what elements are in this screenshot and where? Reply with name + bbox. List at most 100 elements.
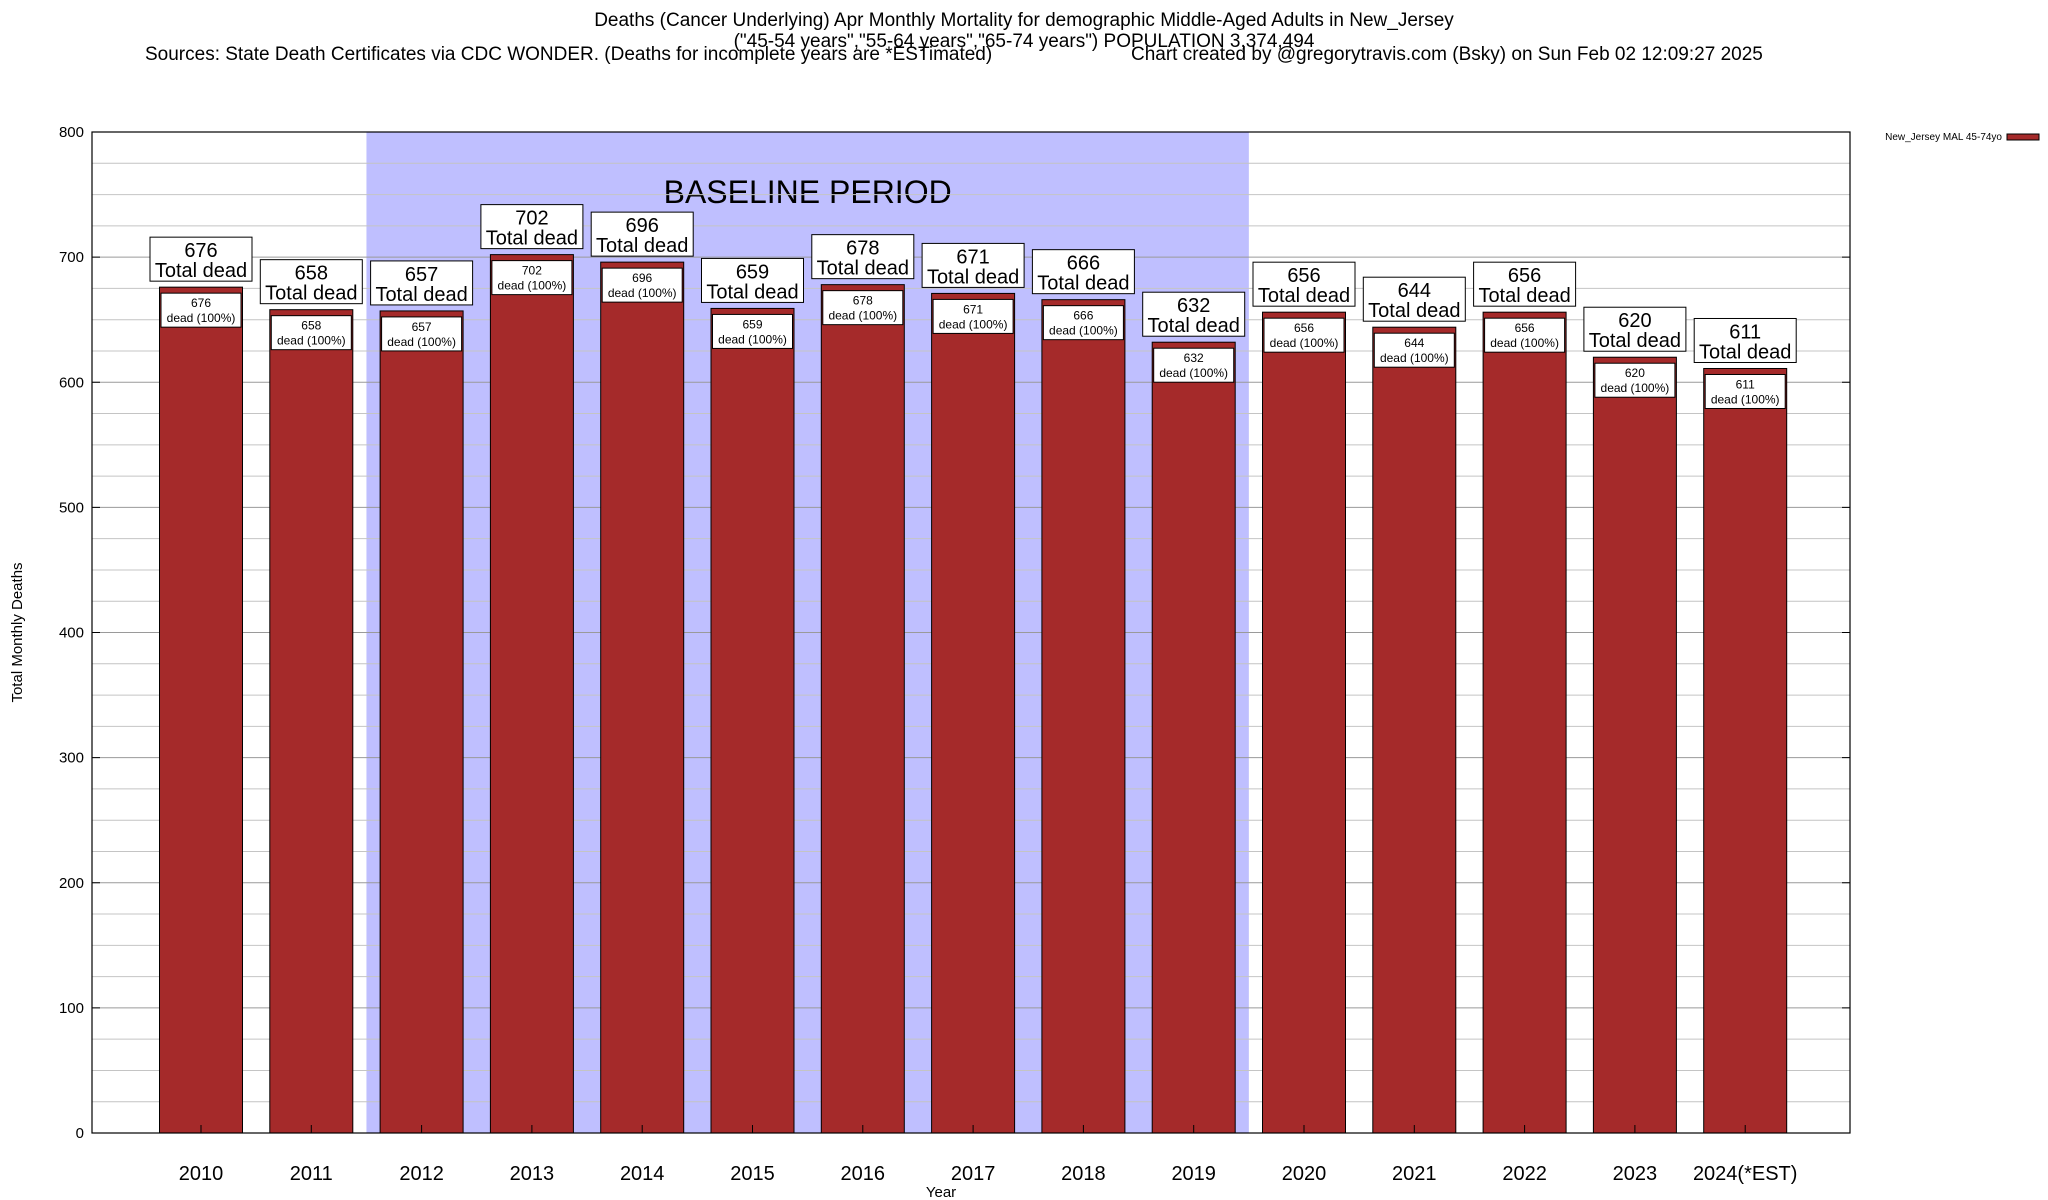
total-label-box	[811, 234, 915, 280]
total-label-box	[1362, 276, 1466, 322]
inner-label-box	[822, 290, 904, 326]
total-text-label: Total dead	[927, 266, 1019, 288]
x-tick-label: 2023	[1613, 1163, 1658, 1185]
y-tick-label: 200	[59, 875, 84, 892]
bar	[1592, 356, 1677, 1134]
y-tick-label: 300	[59, 750, 84, 767]
inner-percent-label: dead (100%)	[1049, 324, 1118, 338]
total-value-label: 678	[846, 238, 879, 260]
inner-label-box	[1594, 362, 1676, 398]
total-value-label: 696	[626, 215, 659, 237]
x-tick-label: 2019	[1171, 1163, 1216, 1185]
y-tick-label: 0	[76, 1125, 84, 1142]
total-value-label: 676	[184, 240, 217, 262]
inner-label-box	[381, 316, 463, 352]
inner-value-label: 659	[742, 317, 762, 331]
bar	[379, 310, 464, 1134]
inner-value-label: 678	[853, 294, 873, 308]
total-label-box	[1473, 261, 1577, 307]
x-tick-label: 2020	[1282, 1163, 1327, 1185]
plot-border	[91, 131, 1851, 1134]
inner-value-label: 620	[1625, 366, 1645, 380]
total-label-box	[259, 259, 363, 305]
x-tick-label: 2016	[841, 1163, 886, 1185]
y-tick-label: 100	[59, 1000, 84, 1017]
legend-label: New_Jersey MAL 45-74yo	[1885, 132, 2002, 143]
total-text-label: Total dead	[375, 284, 467, 306]
bar	[1262, 311, 1346, 1134]
bar	[931, 292, 1016, 1134]
total-text-label: Total dead	[1589, 330, 1681, 352]
y-tick-label: 800	[59, 124, 84, 141]
inner-percent-label: dead (100%)	[1711, 392, 1780, 406]
inner-label-box	[712, 313, 793, 349]
total-text-label: Total dead	[265, 283, 357, 305]
total-value-label: 656	[1287, 265, 1320, 287]
total-label-box	[921, 242, 1025, 288]
total-value-label: 702	[515, 208, 548, 230]
inner-value-label: 702	[522, 264, 542, 278]
inner-value-label: 666	[1073, 309, 1093, 323]
total-value-label: 632	[1177, 295, 1210, 317]
inner-percent-label: dead (100%)	[828, 309, 897, 323]
inner-value-label: 644	[1404, 336, 1424, 350]
inner-label-box	[1484, 317, 1566, 353]
x-tick-label: 2017	[951, 1163, 996, 1185]
total-value-label: 656	[1508, 265, 1541, 287]
x-tick-label: 2024(*EST)	[1693, 1163, 1798, 1185]
inner-percent-label: dead (100%)	[498, 279, 567, 293]
inner-percent-label: dead (100%)	[1159, 366, 1228, 380]
inner-percent-label: dead (100%)	[608, 286, 677, 300]
inner-percent-label: dead (100%)	[939, 317, 1008, 331]
inner-label-box	[1263, 317, 1345, 353]
inner-percent-label: dead (100%)	[718, 332, 787, 346]
total-value-label: 658	[295, 263, 328, 285]
inner-label-box	[1153, 347, 1235, 383]
legend-swatch	[2006, 133, 2040, 141]
bar	[1482, 311, 1567, 1134]
y-tick-label: 600	[59, 374, 84, 391]
x-axis-title: Year	[926, 1184, 956, 1200]
total-text-label: Total dead	[1148, 315, 1240, 337]
x-tick-label: 2021	[1392, 1163, 1437, 1185]
x-tick-label: 2010	[179, 1163, 224, 1185]
total-value-label: 620	[1618, 310, 1651, 332]
total-label-box	[370, 260, 474, 306]
inner-value-label: 656	[1515, 321, 1535, 335]
bar	[489, 254, 574, 1134]
total-label-box	[590, 211, 694, 257]
inner-value-label: 632	[1184, 351, 1204, 365]
sources-note: Sources: State Death Certificates via CD…	[145, 44, 993, 65]
total-text-label: Total dead	[1368, 300, 1460, 322]
total-text-label: Total dead	[155, 260, 247, 282]
inner-label-box	[1042, 305, 1124, 341]
bar	[1041, 299, 1126, 1134]
credit-note: Chart created by @gregorytravis.com (Bsk…	[1131, 44, 1763, 65]
total-label-box	[1031, 249, 1135, 295]
bar	[1372, 326, 1457, 1134]
total-text-label: Total dead	[1699, 341, 1791, 363]
total-text-label: Total dead	[1258, 285, 1350, 307]
bar	[1703, 367, 1788, 1134]
inner-value-label: 658	[301, 319, 321, 333]
bar	[159, 286, 243, 1134]
y-tick-label: 400	[59, 625, 84, 642]
inner-label-box	[1704, 373, 1786, 409]
bar	[600, 261, 685, 1134]
total-label-box	[149, 236, 253, 282]
total-value-label: 666	[1067, 253, 1100, 275]
x-tick-label: 2012	[399, 1163, 444, 1185]
chart-title: Deaths (Cancer Underlying) Apr Monthly M…	[0, 10, 2048, 52]
inner-label-box	[160, 292, 242, 328]
y-tick-label: 700	[59, 249, 84, 266]
y-axis-title: Total Monthly Deaths	[9, 562, 26, 702]
total-text-label: Total dead	[1037, 273, 1129, 295]
bar	[710, 307, 795, 1134]
inner-percent-label: dead (100%)	[1601, 381, 1670, 395]
total-text-label: Total dead	[486, 228, 578, 250]
x-tick-label: 2022	[1502, 1163, 1547, 1185]
inner-percent-label: dead (100%)	[167, 311, 236, 325]
total-label-box	[701, 257, 804, 303]
inner-label-box	[1373, 332, 1455, 368]
